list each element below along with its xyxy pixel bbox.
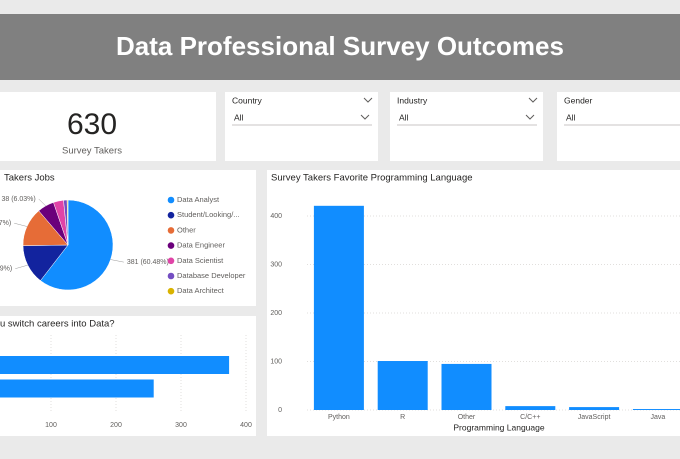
leader-line bbox=[110, 259, 124, 263]
slicer-card bbox=[557, 92, 680, 161]
header-title: Data Professional Survey Outcomes bbox=[116, 31, 564, 61]
slicer-dropdown[interactable]: All bbox=[397, 112, 537, 126]
bar[interactable] bbox=[632, 409, 680, 410]
data-label: 38 (6.03%) bbox=[2, 196, 36, 203]
slicer-card bbox=[225, 92, 378, 161]
data-label: 90 (14.29%) bbox=[0, 266, 12, 273]
bar[interactable] bbox=[569, 407, 620, 410]
hbar-card bbox=[0, 316, 256, 436]
legend-label: Data Architect bbox=[177, 286, 225, 295]
x-tick-label: C/C++ bbox=[520, 414, 540, 421]
legend-swatch bbox=[167, 211, 175, 219]
y-tick-label: 100 bbox=[270, 358, 282, 365]
bar[interactable] bbox=[377, 361, 428, 410]
chevron bbox=[360, 114, 370, 120]
legend-item[interactable]: Other bbox=[167, 225, 197, 234]
kpi-value: 630 bbox=[67, 108, 117, 141]
legend-swatch bbox=[167, 227, 175, 234]
y-tick-label: 300 bbox=[270, 261, 282, 268]
x-tick-label: Other bbox=[458, 414, 476, 421]
bar[interactable] bbox=[0, 379, 154, 398]
legend-label: Other bbox=[177, 225, 196, 234]
y-tick-label: 0 bbox=[278, 407, 282, 414]
chart-title: Survey Takers Favorite Programming Langu… bbox=[271, 173, 473, 184]
x-tick-label: JavaScript bbox=[578, 414, 611, 421]
legend-swatch bbox=[167, 272, 175, 280]
leader-line bbox=[38, 198, 46, 207]
slicer-label: Gender bbox=[564, 95, 593, 105]
legend-swatch bbox=[167, 287, 175, 295]
slicer-label: Industry bbox=[397, 95, 428, 105]
legend-item[interactable]: Student/Looking/... bbox=[167, 210, 240, 219]
x-tick-label: 300 bbox=[175, 422, 187, 429]
dropdown-value: All bbox=[566, 112, 576, 122]
chevron bbox=[525, 114, 535, 120]
kpi-card bbox=[0, 92, 216, 161]
x-tick-label: R bbox=[400, 414, 405, 421]
legend-swatch bbox=[167, 257, 175, 265]
x-axis-title: Programming Language bbox=[453, 422, 544, 432]
legend-label: Data Engineer bbox=[177, 241, 225, 250]
leader-line bbox=[15, 264, 28, 269]
header-band bbox=[0, 14, 680, 80]
pie-slice bbox=[66, 199, 69, 246]
bar[interactable] bbox=[0, 356, 230, 374]
y-tick-label: 200 bbox=[270, 310, 282, 317]
chart-title: Takers Jobs bbox=[4, 173, 55, 184]
slicer-dropdown[interactable]: All bbox=[232, 112, 372, 126]
bar[interactable] bbox=[313, 205, 364, 410]
leader-line bbox=[14, 222, 28, 227]
x-tick-label: 100 bbox=[45, 422, 57, 429]
kpi-label: Survey Takers bbox=[62, 146, 122, 157]
bar[interactable] bbox=[505, 406, 556, 410]
legend-item[interactable]: Data Scientist bbox=[167, 256, 224, 265]
legend-item[interactable]: Data Analyst bbox=[167, 195, 220, 204]
legend-swatch bbox=[167, 196, 175, 204]
dropdown-value: All bbox=[399, 112, 409, 122]
x-tick-label: Java bbox=[651, 414, 666, 421]
x-tick-label: 400 bbox=[240, 422, 252, 429]
legend-item[interactable]: Data Engineer bbox=[167, 241, 226, 250]
data-label: 381 (60.48%) bbox=[127, 259, 169, 266]
legend-item[interactable]: Database Developer bbox=[167, 271, 246, 280]
slicers: Country All Industry All Gender All bbox=[225, 92, 680, 161]
pie-slice bbox=[40, 199, 114, 291]
slicer-dropdown[interactable]: All bbox=[564, 112, 680, 126]
chevron bbox=[528, 97, 538, 103]
chevron bbox=[363, 97, 373, 103]
legend-swatch bbox=[167, 242, 175, 249]
x-tick-label: 200 bbox=[110, 422, 122, 429]
bar[interactable] bbox=[441, 363, 492, 410]
charts: Takers Jobs 381 (60.48%) 90 (14.29%) 88 (13… bbox=[0, 173, 680, 432]
legend-label: Data Analyst bbox=[177, 195, 220, 204]
legend-label: Database Developer bbox=[177, 271, 246, 280]
slicer-label: Country bbox=[232, 95, 263, 105]
dropdown-value: All bbox=[234, 112, 244, 122]
slicer-card bbox=[390, 92, 543, 161]
legend-label: Data Scientist bbox=[177, 256, 224, 265]
x-tick-label: Python bbox=[328, 414, 350, 421]
y-tick-label: 400 bbox=[270, 213, 282, 220]
chart-title: u switch careers into Data? bbox=[0, 319, 115, 330]
legend-item[interactable]: Data Architect bbox=[167, 286, 225, 295]
data-label: 88 (13.97%) bbox=[0, 220, 11, 227]
legend-label: Student/Looking/... bbox=[177, 210, 240, 219]
